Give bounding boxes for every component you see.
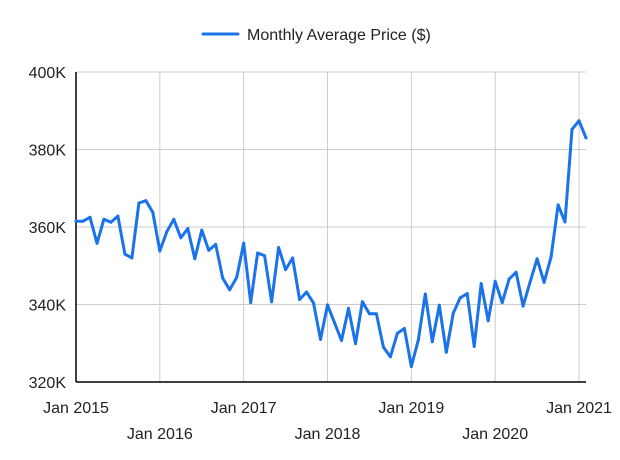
x-tick-label: Jan 2016 bbox=[127, 426, 193, 443]
data-point[interactable] bbox=[465, 292, 469, 296]
y-tick-label: 400K bbox=[29, 65, 67, 82]
data-point[interactable] bbox=[556, 203, 560, 207]
data-point[interactable] bbox=[319, 337, 322, 341]
series-layer bbox=[74, 119, 588, 368]
data-point[interactable] bbox=[360, 300, 364, 304]
data-point[interactable] bbox=[367, 312, 371, 316]
data-point[interactable] bbox=[130, 256, 134, 260]
data-point[interactable] bbox=[242, 241, 246, 245]
y-tick-label: 360K bbox=[29, 220, 67, 237]
data-point[interactable] bbox=[151, 210, 155, 214]
data-point[interactable] bbox=[570, 127, 574, 131]
x-axis-tick-labels: Jan 2015 Jan 2016 Jan 2017 Jan 2018 Jan 2019… bbox=[43, 400, 612, 443]
data-point[interactable] bbox=[584, 136, 588, 140]
data-point[interactable] bbox=[333, 321, 336, 325]
y-tick-label: 340K bbox=[29, 298, 67, 315]
data-point[interactable] bbox=[472, 344, 476, 348]
y-tick-label: 320K bbox=[29, 375, 67, 392]
x-tick-label: Jan 2019 bbox=[378, 400, 444, 417]
data-point[interactable] bbox=[81, 219, 85, 223]
x-tick-label: Jan 2015 bbox=[43, 400, 109, 417]
data-point[interactable] bbox=[74, 219, 78, 223]
data-point[interactable] bbox=[109, 220, 113, 224]
data-point[interactable] bbox=[291, 256, 295, 260]
data-point[interactable] bbox=[535, 257, 539, 261]
data-point[interactable] bbox=[458, 296, 462, 300]
data-point[interactable] bbox=[444, 350, 448, 354]
data-point[interactable] bbox=[507, 277, 511, 281]
data-point[interactable] bbox=[514, 270, 518, 274]
data-point[interactable] bbox=[305, 290, 308, 294]
data-point[interactable] bbox=[277, 246, 281, 249]
data-point[interactable] bbox=[144, 199, 148, 203]
data-point[interactable] bbox=[381, 345, 385, 349]
legend-label: Monthly Average Price ($) bbox=[247, 27, 431, 44]
axes bbox=[75, 72, 586, 383]
data-point[interactable] bbox=[563, 220, 567, 224]
data-point[interactable] bbox=[116, 214, 120, 218]
y-tick-label: 380K bbox=[29, 143, 67, 160]
data-point[interactable] bbox=[221, 276, 225, 280]
data-point[interactable] bbox=[347, 306, 350, 310]
y-axis-tick-labels: 320K 340K 360K 380K 400K bbox=[29, 65, 67, 392]
data-point[interactable] bbox=[486, 319, 490, 323]
data-point[interactable] bbox=[137, 201, 141, 205]
data-point[interactable] bbox=[549, 255, 553, 259]
data-point[interactable] bbox=[95, 241, 99, 245]
data-point[interactable] bbox=[298, 298, 302, 301]
data-point[interactable] bbox=[354, 342, 357, 346]
data-point[interactable] bbox=[235, 275, 239, 279]
data-point[interactable] bbox=[172, 217, 176, 221]
x-tick-label: Jan 2018 bbox=[295, 426, 361, 443]
x-tick-label: Jan 2020 bbox=[462, 426, 528, 443]
data-point[interactable] bbox=[88, 215, 92, 219]
data-point[interactable] bbox=[402, 327, 406, 330]
data-point[interactable] bbox=[577, 119, 581, 123]
data-point[interactable] bbox=[326, 303, 329, 307]
data-point[interactable] bbox=[284, 268, 288, 272]
data-point[interactable] bbox=[423, 292, 427, 296]
gridlines bbox=[76, 71, 586, 382]
x-tick-label: Jan 2021 bbox=[546, 400, 612, 417]
data-point[interactable] bbox=[179, 236, 183, 240]
data-point[interactable] bbox=[186, 227, 190, 231]
data-point[interactable] bbox=[249, 301, 253, 305]
data-point[interactable] bbox=[528, 280, 532, 284]
series-line[interactable] bbox=[74, 119, 588, 368]
x-tick-label: Jan 2017 bbox=[211, 400, 277, 417]
data-point[interactable] bbox=[123, 252, 127, 256]
data-point[interactable] bbox=[270, 300, 274, 304]
data-point[interactable] bbox=[493, 279, 497, 283]
data-point[interactable] bbox=[102, 217, 106, 221]
data-point[interactable] bbox=[207, 248, 211, 252]
data-point[interactable] bbox=[437, 303, 441, 307]
data-point[interactable] bbox=[500, 301, 504, 305]
data-point[interactable] bbox=[312, 301, 315, 305]
data-point[interactable] bbox=[409, 365, 413, 368]
data-point[interactable] bbox=[430, 340, 434, 344]
data-point[interactable] bbox=[416, 338, 420, 342]
data-point[interactable] bbox=[479, 282, 483, 286]
data-point[interactable] bbox=[521, 304, 525, 308]
data-point[interactable] bbox=[228, 288, 232, 292]
data-point[interactable] bbox=[200, 228, 204, 232]
data-point[interactable] bbox=[193, 257, 197, 261]
data-point[interactable] bbox=[158, 249, 162, 253]
data-point[interactable] bbox=[388, 355, 392, 359]
data-point[interactable] bbox=[395, 331, 399, 335]
legend[interactable]: Monthly Average Price ($) bbox=[201, 27, 431, 44]
data-point[interactable] bbox=[340, 339, 343, 342]
data-point[interactable] bbox=[263, 254, 267, 258]
data-point[interactable] bbox=[214, 242, 218, 246]
data-point[interactable] bbox=[165, 230, 169, 234]
data-point[interactable] bbox=[256, 251, 260, 255]
data-point[interactable] bbox=[451, 311, 455, 315]
data-point[interactable] bbox=[374, 312, 378, 316]
data-point[interactable] bbox=[542, 280, 546, 284]
